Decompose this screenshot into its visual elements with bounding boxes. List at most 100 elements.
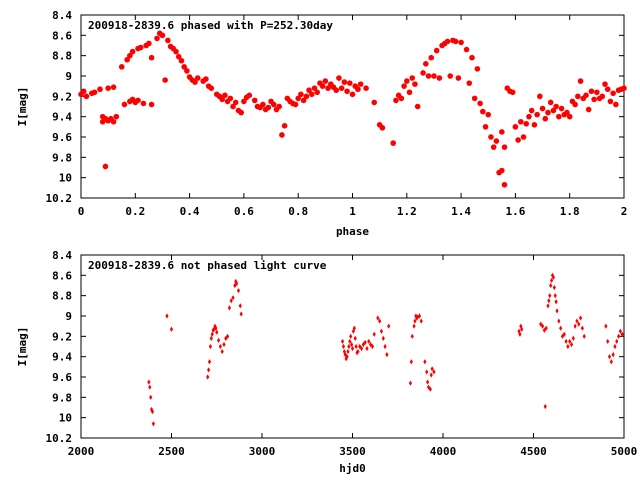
y-tick-label: 8.4 [52, 249, 72, 262]
y-tick-label: 9.4 [52, 351, 72, 364]
data-point [607, 98, 614, 105]
data-point [376, 315, 380, 321]
data-point [599, 93, 606, 100]
data-point [547, 298, 551, 304]
y-tick-label: 9.4 [52, 111, 72, 124]
data-point [220, 348, 224, 355]
data-point [129, 48, 136, 55]
data-point [556, 113, 562, 120]
data-point [447, 73, 454, 79]
data-point [214, 325, 218, 331]
data-point [260, 101, 266, 108]
data-point [345, 354, 349, 360]
data-point [279, 132, 285, 138]
data-point [566, 113, 573, 120]
data-point [140, 100, 147, 107]
data-point [357, 81, 364, 87]
data-point [428, 386, 432, 392]
data-point [135, 97, 141, 104]
data-point [433, 47, 440, 54]
data-point [414, 103, 421, 110]
data-point [213, 323, 217, 329]
data-point [208, 343, 213, 350]
data-point [306, 87, 312, 94]
data-point [241, 98, 247, 105]
data-point [347, 343, 351, 350]
data-point [471, 95, 478, 102]
data-point [406, 89, 413, 96]
data-point [572, 101, 578, 108]
data-point [219, 96, 225, 103]
data-point [544, 325, 548, 331]
data-point [621, 85, 627, 91]
data-point [363, 85, 369, 91]
data-point [370, 343, 375, 350]
data-point [352, 325, 356, 331]
data-point [338, 85, 345, 91]
data-point [499, 129, 505, 135]
data-point [552, 284, 556, 291]
data-point [165, 313, 169, 319]
data-point [573, 323, 577, 329]
data-point [333, 87, 340, 94]
data-point [238, 109, 244, 116]
x-tick-label: 0.8 [288, 205, 308, 218]
data-point [436, 75, 443, 81]
data-point [344, 356, 348, 362]
data-point [404, 78, 410, 84]
x-tick-label: 4000 [430, 445, 457, 458]
data-point [408, 380, 413, 386]
y-tick-label: 9 [65, 310, 72, 323]
data-point [575, 318, 579, 324]
data-point [349, 341, 354, 348]
data-point [369, 341, 373, 348]
data-point [300, 97, 307, 104]
x-axis-label: hjd0 [339, 462, 366, 475]
y-tick-label: 9.2 [52, 330, 72, 343]
data-point [549, 282, 553, 289]
data-point [387, 323, 391, 329]
data-point [348, 338, 352, 345]
data-point [361, 341, 365, 348]
data-point [113, 113, 120, 120]
data-point [121, 101, 128, 108]
y-tick-label: 8.6 [52, 269, 72, 282]
data-point [553, 103, 559, 110]
data-point [501, 181, 508, 188]
data-point [578, 315, 583, 321]
data-point [551, 274, 556, 280]
data-point [173, 48, 179, 55]
data-point [181, 64, 187, 70]
x-tick-label: 0.2 [125, 205, 145, 218]
data-point [545, 109, 551, 116]
y-tick-label: 10.2 [46, 192, 73, 205]
data-point [215, 329, 219, 335]
data-point [378, 318, 382, 324]
y-axis-label: I[mag] [16, 327, 29, 367]
data-point [413, 318, 417, 324]
data-point [165, 37, 171, 44]
data-point [604, 86, 611, 93]
data-point [493, 138, 500, 144]
data-point [501, 144, 508, 150]
data-point [154, 35, 160, 42]
y-tick-label: 8.6 [52, 29, 72, 42]
data-point [246, 92, 253, 99]
y-tick-label: 9 [65, 70, 72, 83]
data-point [353, 335, 357, 341]
y-tick-label: 9.8 [52, 151, 72, 164]
data-point [618, 328, 622, 334]
data-point [432, 369, 436, 375]
data-point [577, 78, 584, 84]
data-point [227, 95, 234, 102]
data-point [566, 343, 570, 350]
data-point [490, 144, 497, 150]
data-point [230, 103, 236, 110]
data-point [151, 421, 155, 427]
data-point [222, 341, 226, 348]
data-point [194, 75, 201, 81]
data-point [466, 80, 473, 86]
data-point [385, 352, 389, 358]
data-point [417, 313, 422, 319]
data-point [542, 327, 546, 333]
